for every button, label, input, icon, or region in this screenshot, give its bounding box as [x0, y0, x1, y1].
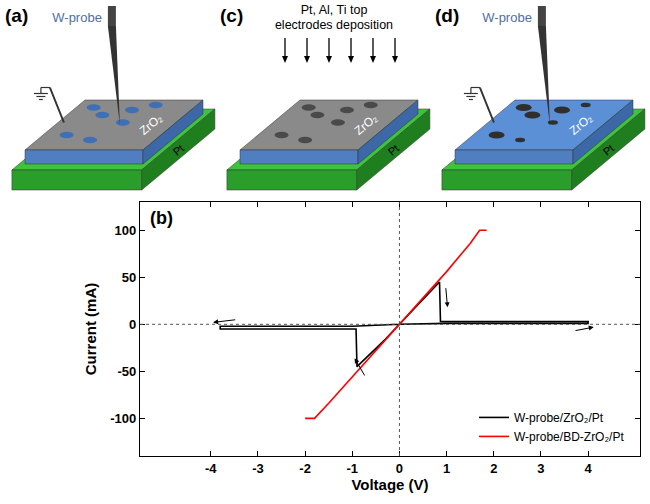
svg-text:0: 0 [129, 317, 136, 332]
svg-text:0: 0 [396, 461, 403, 476]
svg-text:Pt: Pt [601, 142, 617, 158]
svg-text:100: 100 [115, 223, 137, 238]
svg-text:(c): (c) [220, 5, 243, 26]
svg-text:(d): (d) [435, 5, 459, 26]
svg-text:3: 3 [537, 461, 544, 476]
svg-text:Pt, Al, Ti top: Pt, Al, Ti top [301, 3, 368, 17]
svg-text:W-probe/BD-ZrO₂/Pt: W-probe/BD-ZrO₂/Pt [514, 430, 624, 444]
svg-text:-4: -4 [205, 461, 217, 476]
svg-text:-3: -3 [252, 461, 264, 476]
svg-text:-1: -1 [346, 461, 358, 476]
svg-text:4: 4 [584, 461, 592, 476]
svg-text:W-probe/ZrO₂/Pt: W-probe/ZrO₂/Pt [514, 411, 604, 425]
svg-text:1: 1 [443, 461, 450, 476]
svg-text:(a): (a) [5, 5, 28, 26]
svg-text:W-probe: W-probe [52, 10, 102, 25]
svg-text:-2: -2 [299, 461, 311, 476]
svg-text:ZrO₂: ZrO₂ [137, 111, 166, 138]
svg-text:Pt: Pt [171, 142, 187, 158]
svg-text:ZrO₂: ZrO₂ [567, 111, 596, 138]
svg-text:Pt: Pt [386, 142, 402, 158]
svg-text:-100: -100 [110, 411, 136, 426]
svg-text:Voltage (V): Voltage (V) [351, 476, 428, 493]
svg-text:2: 2 [490, 461, 497, 476]
svg-text:-50: -50 [118, 364, 137, 379]
svg-text:(b): (b) [150, 208, 173, 228]
svg-text:electrodes deposition: electrodes deposition [275, 18, 393, 32]
svg-text:W-probe: W-probe [482, 10, 532, 25]
svg-text:50: 50 [122, 270, 136, 285]
svg-text:Current (mA): Current (mA) [82, 283, 99, 376]
svg-text:ZrO₂: ZrO₂ [352, 111, 381, 138]
